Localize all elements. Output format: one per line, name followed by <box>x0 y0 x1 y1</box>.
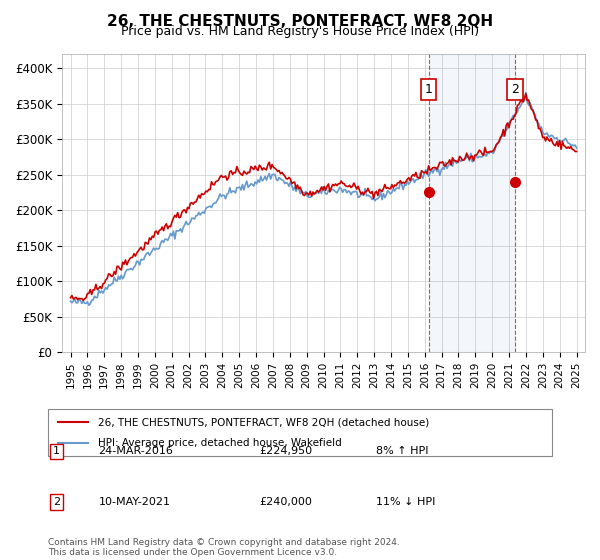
Text: 2: 2 <box>53 497 60 507</box>
Text: 10-MAY-2021: 10-MAY-2021 <box>98 497 170 507</box>
Bar <box>428 54 515 352</box>
FancyBboxPatch shape <box>48 409 552 456</box>
Text: £240,000: £240,000 <box>260 497 313 507</box>
Text: Contains HM Land Registry data © Crown copyright and database right 2024.
This d: Contains HM Land Registry data © Crown c… <box>48 538 400 557</box>
Text: HPI: Average price, detached house, Wakefield: HPI: Average price, detached house, Wake… <box>98 438 342 448</box>
Text: 2: 2 <box>511 83 519 96</box>
Text: 24-MAR-2016: 24-MAR-2016 <box>98 446 173 456</box>
Text: 8% ↑ HPI: 8% ↑ HPI <box>376 446 428 456</box>
Text: 26, THE CHESTNUTS, PONTEFRACT, WF8 2QH: 26, THE CHESTNUTS, PONTEFRACT, WF8 2QH <box>107 14 493 29</box>
Text: 1: 1 <box>53 446 60 456</box>
Text: £224,950: £224,950 <box>260 446 313 456</box>
Text: 11% ↓ HPI: 11% ↓ HPI <box>376 497 435 507</box>
Text: 1: 1 <box>425 83 433 96</box>
Text: 26, THE CHESTNUTS, PONTEFRACT, WF8 2QH (detached house): 26, THE CHESTNUTS, PONTEFRACT, WF8 2QH (… <box>98 417 430 427</box>
Text: Price paid vs. HM Land Registry's House Price Index (HPI): Price paid vs. HM Land Registry's House … <box>121 25 479 38</box>
